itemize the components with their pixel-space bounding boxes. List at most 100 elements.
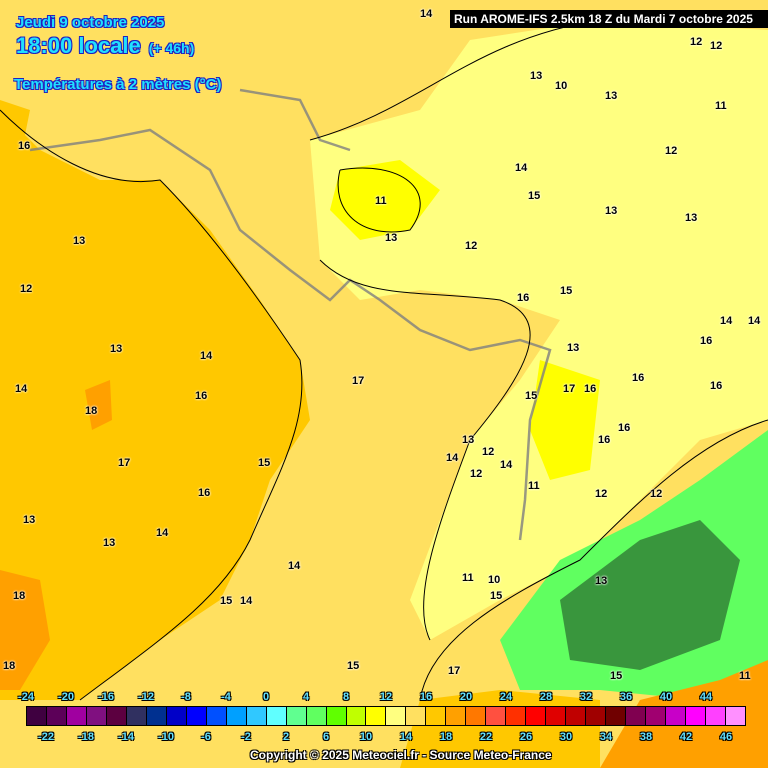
colorbar-swatch [705,707,726,725]
colorbar-tick-label: 26 [519,731,533,743]
contour-label: 15 [560,285,573,297]
colorbar-tick-label: 34 [599,731,613,743]
contour-label: 12 [650,488,663,500]
contour-label: 10 [555,80,568,92]
colorbar-swatch [326,707,347,725]
colorbar-swatch [266,707,287,725]
colorbar-tick-label: -14 [118,731,134,743]
colorbar-tick-label: 40 [659,691,673,703]
colorbar-swatch [566,707,587,725]
contour-label: 12 [690,36,703,48]
variable-title: Températures à 2 mètres (°C) [14,76,222,93]
colorbar-swatch [426,707,447,725]
colorbar-tick-label: 20 [459,691,473,703]
colorbar-tick-label: -10 [158,731,174,743]
contour-label: 12 [710,40,723,52]
contour-label: 11 [715,100,727,112]
mountain-dark [560,520,740,670]
contour-label: 14 [720,315,733,327]
colorbar-swatch [27,707,47,725]
contour-label: 14 [515,162,528,174]
cool-core-2 [530,360,600,480]
colorbar-tick-label: 24 [499,691,513,703]
contour-label: 12 [482,446,495,458]
colorbar-tick-label: -18 [78,731,94,743]
colorbar-tick-label: 42 [679,731,693,743]
colorbar-tick-label: 44 [699,691,713,703]
contour-label: 11 [528,480,540,492]
forecast-hour: 18:00 locale [16,33,141,58]
copyright: Copyright © 2025 Meteociel.fr - Source M… [250,748,552,762]
contour-label: 14 [15,383,28,395]
contour-label: 10 [488,574,501,586]
colorbar-tick-label: -4 [221,691,231,703]
colorbar-tick-label: -16 [98,691,114,703]
colorbar-swatch [246,707,267,725]
contour-label: 12 [470,468,483,480]
colorbar-swatch [646,707,666,725]
colorbar-tick-label: 36 [619,691,633,703]
colorbar-tick-label: 38 [639,731,653,743]
colorbar-tick-label: -12 [138,691,154,703]
contour-label: 18 [3,660,16,672]
contour-label: 13 [110,343,123,355]
colorbar [26,706,746,726]
contour-label: 17 [118,457,131,469]
colorbar-swatch [226,707,247,725]
contour-label: 13 [685,212,698,224]
cool-core [330,160,440,240]
contour-label: 12 [20,283,33,295]
contour-label: 16 [195,390,208,402]
colorbar-tick-label: 2 [282,731,290,743]
contour-label: 14 [748,315,761,327]
forecast-time: 18:00 locale (+ 46h) [16,33,194,59]
contour-label: 13 [385,232,398,244]
colorbar-swatch [146,707,167,725]
contour-label: 12 [665,145,678,157]
forecast-date: Jeudi 9 octobre 2025 [16,14,165,31]
colorbar-tick-label: 22 [479,731,493,743]
colorbar-swatch [126,707,147,725]
contour-label: 14 [156,527,169,539]
contour-label: 16 [584,383,597,395]
colorbar-tick-label: 12 [379,691,393,703]
contour-label: 15 [610,670,623,682]
colorbar-swatch [685,707,706,725]
colorbar-tick-label: 14 [399,731,413,743]
colorbar-tick-label: 16 [419,691,433,703]
colorbar-swatch [486,707,507,725]
contour-label: 13 [605,90,618,102]
colorbar-tick-label: -2 [241,731,251,743]
contour-label: 16 [598,434,611,446]
colorbar-swatch [666,707,686,725]
contour-label: 13 [462,434,475,446]
colorbar-swatch [446,707,467,725]
contour-label: 15 [258,457,271,469]
colorbar-swatch [286,707,307,725]
run-info: Run AROME-IFS 2.5km 18 Z du Mardi 7 octo… [450,10,768,28]
contour-label: 15 [528,190,541,202]
colorbar-swatch [526,707,547,725]
contour-label: 12 [595,488,608,500]
colorbar-tick-label: 30 [559,731,573,743]
colorbar-swatch [166,707,187,725]
contour-label: 14 [500,459,513,471]
colorbar-swatch [466,707,487,725]
colorbar-swatch [66,707,87,725]
contour-label: 18 [13,590,26,602]
colorbar-swatch [306,707,327,725]
colorbar-tick-label: -22 [38,731,54,743]
colorbar-swatch [725,707,745,725]
colorbar-tick-label: 18 [439,731,453,743]
contour-label: 15 [347,660,360,672]
contour-label: 16 [618,422,631,434]
contour-label: 13 [605,205,618,217]
colorbar-swatch [626,707,647,725]
colorbar-swatch [206,707,227,725]
colorbar-swatch [86,707,107,725]
colorbar-swatch [106,707,127,725]
contour-label: 16 [517,292,530,304]
contour-label: 13 [530,70,543,82]
contour-label: 14 [200,350,213,362]
